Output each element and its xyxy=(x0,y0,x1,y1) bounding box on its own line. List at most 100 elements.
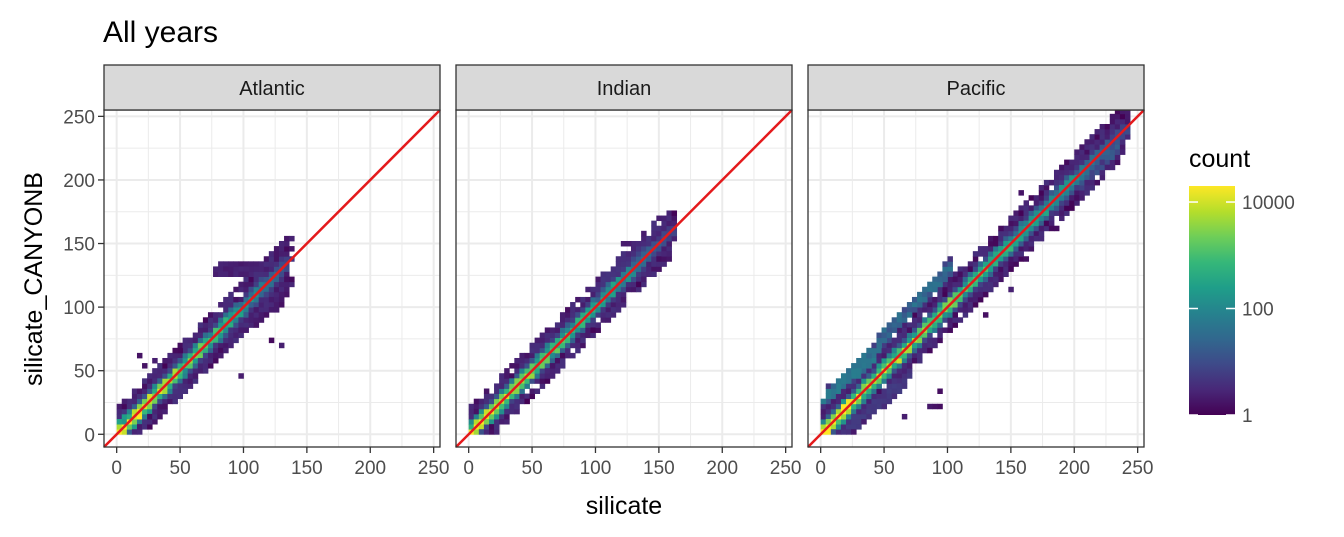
heatmap-cell xyxy=(187,363,194,369)
heatmap-cell xyxy=(483,398,490,405)
heatmap-cell xyxy=(263,276,270,283)
heatmap-cell xyxy=(972,286,979,293)
heatmap-cell xyxy=(998,246,1004,252)
heatmap-cell xyxy=(942,261,948,267)
heatmap-cell xyxy=(248,302,255,308)
heatmap-cell xyxy=(876,337,882,344)
heatmap-cell xyxy=(651,235,657,242)
heatmap-cell xyxy=(258,291,265,298)
heatmap-cell xyxy=(641,240,647,247)
heatmap-cell xyxy=(988,276,994,283)
heatmap-cell xyxy=(202,347,209,354)
heatmap-cell xyxy=(876,347,882,354)
heatmap-cell xyxy=(922,286,928,293)
x-tick-label: 200 xyxy=(706,458,738,479)
heatmap-cell xyxy=(962,307,969,313)
heatmap-cell xyxy=(207,322,214,328)
heatmap-cell xyxy=(917,357,923,364)
heatmap-cell xyxy=(468,419,475,425)
heatmap-cell xyxy=(284,271,290,277)
heatmap-cell xyxy=(248,317,255,323)
heatmap-cell xyxy=(1109,144,1116,150)
heatmap-cell xyxy=(116,403,123,410)
heatmap-cell xyxy=(278,251,285,257)
heatmap-cell xyxy=(866,413,872,420)
heatmap-cell xyxy=(896,347,903,354)
heatmap-cell xyxy=(590,322,596,328)
heatmap-cell xyxy=(228,266,234,272)
heatmap-cell xyxy=(671,220,678,227)
heatmap-cell xyxy=(998,240,1004,247)
heatmap-cell xyxy=(1033,195,1040,201)
heatmap-cell xyxy=(504,373,510,379)
heatmap-cell xyxy=(1089,149,1095,155)
heatmap-cell xyxy=(1003,251,1009,257)
heatmap-cell xyxy=(666,251,672,257)
heatmap-cell xyxy=(615,256,622,262)
heatmap-cell xyxy=(289,246,295,252)
heatmap-cell xyxy=(646,235,652,242)
heatmap-cell xyxy=(1119,108,1126,115)
heatmap-cell xyxy=(509,378,515,384)
heatmap-cell xyxy=(1064,174,1070,181)
heatmap-cell xyxy=(559,322,566,328)
heatmap-cell xyxy=(253,276,260,283)
heatmap-cell xyxy=(218,317,224,323)
heatmap-cell xyxy=(1084,144,1090,150)
heatmap-cell xyxy=(1038,225,1045,232)
heatmap-cell xyxy=(278,302,285,308)
heatmap-cell xyxy=(600,312,607,318)
heatmap-cell xyxy=(238,373,244,379)
heatmap-cell xyxy=(876,398,882,405)
heatmap-cell xyxy=(977,296,984,303)
heatmap-cell xyxy=(284,266,290,272)
heatmap-cell xyxy=(524,363,530,369)
heatmap-cell xyxy=(136,413,143,420)
heatmap-cell xyxy=(1069,164,1075,171)
heatmap-cell xyxy=(580,332,586,339)
heatmap-cell xyxy=(468,408,475,415)
x-tick-label: 50 xyxy=(170,458,191,479)
y-tick-label: 200 xyxy=(63,171,95,192)
heatmap-cell xyxy=(896,342,903,349)
heatmap-cell xyxy=(886,383,893,389)
heatmap-cell xyxy=(1069,185,1075,191)
heatmap-cell xyxy=(886,332,893,339)
heatmap-cell xyxy=(121,419,128,425)
heatmap-cell xyxy=(565,337,571,344)
heatmap-cell xyxy=(625,276,632,283)
heatmap-cell xyxy=(830,429,837,435)
heatmap-cell xyxy=(172,398,178,405)
heatmap-cell xyxy=(972,291,979,298)
heatmap-cell xyxy=(238,271,244,277)
heatmap-cell xyxy=(278,240,285,247)
heatmap-cell xyxy=(152,368,158,374)
heatmap-cell xyxy=(202,363,209,369)
legend-break-label: 1 xyxy=(1242,406,1253,427)
heatmap-cell xyxy=(871,352,877,359)
heatmap-cell xyxy=(651,266,657,272)
heatmap-cell xyxy=(656,261,662,267)
heatmap-cell xyxy=(620,266,627,272)
heatmap-cell xyxy=(671,215,678,222)
heatmap-cell xyxy=(922,332,928,339)
heatmap-cell xyxy=(289,235,295,242)
heatmap-cell xyxy=(1018,225,1024,232)
heatmap-cell xyxy=(233,261,239,267)
heatmap-cell xyxy=(218,322,224,328)
chart-title: All years xyxy=(103,16,218,49)
heatmap-cell xyxy=(988,246,994,252)
heatmap-cell xyxy=(901,383,908,389)
heatmap-cell xyxy=(202,357,209,364)
heatmap-cell xyxy=(835,393,842,400)
heatmap-cell xyxy=(861,413,867,420)
heatmap-cell xyxy=(937,332,943,339)
heatmap-cell xyxy=(856,373,862,379)
heatmap-cell xyxy=(238,312,244,318)
x-tick-label: 200 xyxy=(354,458,386,479)
heatmap-cell xyxy=(835,424,842,430)
heatmap-cell xyxy=(1074,200,1080,206)
heatmap-cell xyxy=(656,251,662,257)
heatmap-cell xyxy=(534,352,541,359)
heatmap-cell xyxy=(835,419,842,425)
